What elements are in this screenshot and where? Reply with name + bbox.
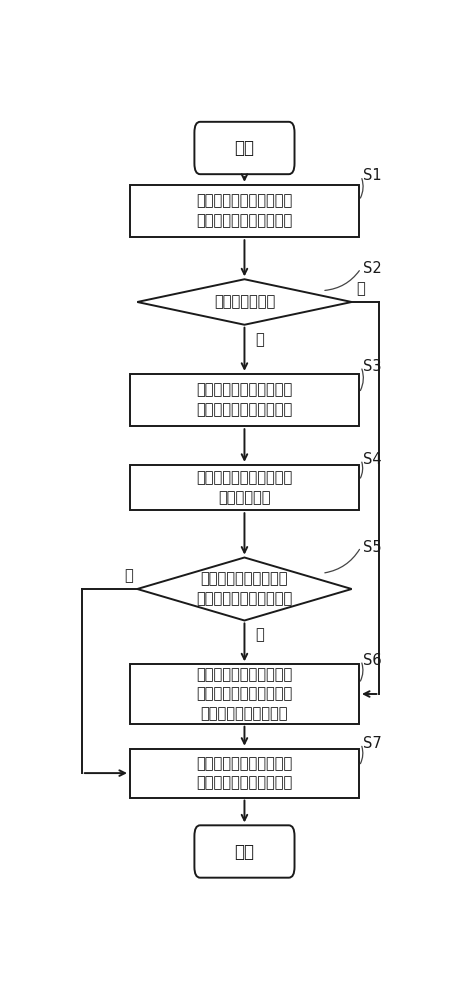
Text: S3: S3 [362, 359, 380, 374]
Bar [129, 749, 358, 798]
Text: 将重叠区域以外的图像数
据存储到备份存储器以及
畜变矫正数据源存储器: 将重叠区域以外的图像数 据存储到备份存储器以及 畜变矫正数据源存储器 [196, 667, 292, 721]
Bar [129, 664, 358, 724]
Bar [129, 374, 358, 426]
Polygon shape [137, 279, 351, 325]
Text: 否: 否 [124, 568, 132, 583]
Text: 下一感兴趣区域图像包
含重叠区域以外的图像？: 下一感兴趣区域图像包 含重叠区域以外的图像？ [196, 572, 292, 606]
Text: S7: S7 [362, 736, 381, 751]
Polygon shape [137, 558, 351, 620]
FancyBboxPatch shape [194, 122, 294, 174]
FancyBboxPatch shape [194, 825, 294, 878]
Text: 将重叠区域的数据存储到
备份存储器中: 将重叠区域的数据存储到 备份存储器中 [196, 470, 292, 505]
Text: S1: S1 [362, 168, 381, 184]
Text: 结束: 结束 [234, 842, 254, 860]
Text: 是: 是 [255, 332, 264, 347]
Text: 确定下一感兴趣区域图像
与当前感兴趣图像的区域: 确定下一感兴趣区域图像 与当前感兴趣图像的区域 [196, 194, 292, 228]
Text: 将重叠区域的数据存储到
畜变矫正数据源存储器中: 将重叠区域的数据存储到 畜变矫正数据源存储器中 [196, 383, 292, 417]
Text: S4: S4 [362, 452, 381, 467]
Bar [129, 185, 358, 237]
Bar [129, 465, 358, 510]
Text: 否: 否 [356, 281, 364, 296]
Text: S5: S5 [362, 540, 381, 554]
Text: 对畜变矫正数据源存储器
存储的数据进行矫正处理: 对畜变矫正数据源存储器 存储的数据进行矫正处理 [196, 756, 292, 790]
Text: 是: 是 [255, 628, 264, 643]
Text: 存在重叠区域？: 存在重叠区域？ [213, 294, 275, 310]
Text: S2: S2 [362, 261, 381, 276]
Text: S6: S6 [362, 653, 381, 668]
Text: 开始: 开始 [234, 139, 254, 157]
